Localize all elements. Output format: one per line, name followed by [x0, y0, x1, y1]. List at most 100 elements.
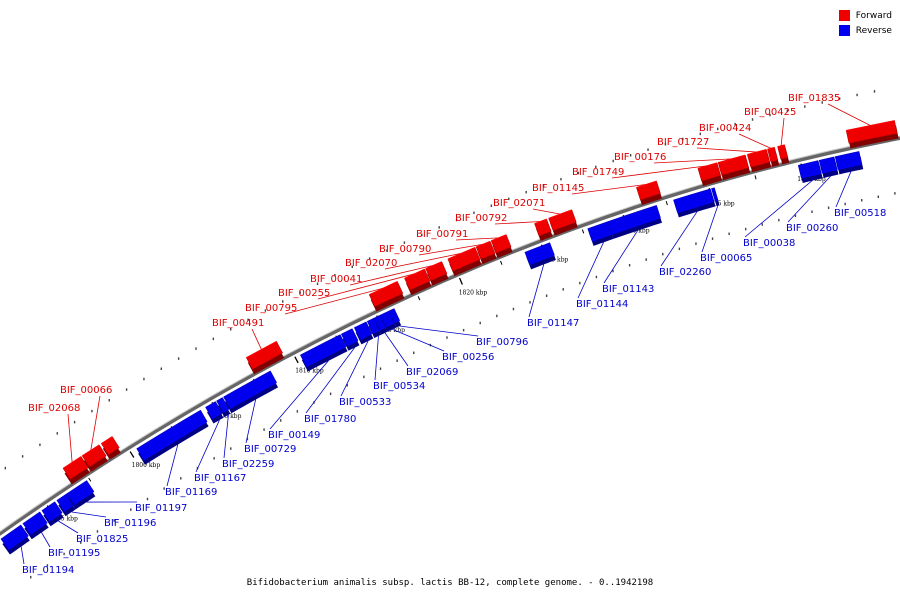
gene-bif-01169[interactable]	[136, 409, 209, 465]
guide-dot	[446, 336, 448, 339]
guide-dot	[827, 206, 830, 210]
gene-bif-01143[interactable]	[607, 204, 662, 239]
gene-label: BIF_00066	[60, 385, 112, 396]
gene-label: BIF_00795	[245, 303, 297, 314]
gene-bif-01167[interactable]	[205, 401, 224, 424]
leader-line	[384, 332, 409, 367]
gene-bif-01749[interactable]	[697, 162, 723, 186]
gene-label: BIF_00491	[212, 318, 264, 329]
guide-dot	[682, 137, 684, 141]
leader-line	[349, 264, 434, 286]
gene-bif-00491[interactable]	[246, 340, 285, 375]
leader-line	[528, 264, 545, 318]
gene-bif-00790[interactable]	[475, 240, 497, 265]
gene-bif-02260[interactable]	[673, 188, 716, 218]
gene-bif-00729[interactable]	[223, 370, 279, 414]
leader-line	[494, 221, 541, 225]
gene-bif-00792[interactable]	[534, 218, 553, 241]
guide-dot	[296, 410, 299, 413]
leader-line	[603, 230, 639, 284]
guide-dot	[479, 321, 481, 325]
leader-line	[532, 208, 561, 215]
leader-line	[20, 546, 25, 565]
gene-bif-00176[interactable]	[717, 154, 751, 181]
gene-bif-00425[interactable]	[777, 144, 790, 165]
leader-line	[384, 252, 462, 270]
gene-bif-00066[interactable]	[81, 444, 108, 472]
leader-line	[653, 158, 732, 164]
leader-line	[223, 414, 229, 459]
gene-label: BIF_00792	[455, 213, 507, 224]
gene-bif-00791[interactable]	[490, 234, 513, 258]
guide-dot	[678, 247, 681, 251]
guide-dot	[247, 318, 249, 322]
gene-bif-01825[interactable]	[41, 501, 64, 527]
minor-tick	[754, 175, 757, 180]
gene-bif-00149[interactable]	[299, 334, 348, 372]
gene-bif-01194[interactable]	[0, 524, 30, 555]
gene-label: BIF_01167	[194, 473, 246, 484]
gene-bif-00260[interactable]	[818, 156, 839, 178]
gene-bif-02259[interactable]	[216, 397, 231, 418]
gene-label: BIF_00424	[699, 123, 751, 134]
gene-bif-01147[interactable]	[524, 242, 556, 270]
guide-dot	[299, 291, 301, 294]
guide-dot	[96, 530, 99, 533]
gene-bif-00533[interactable]	[353, 321, 374, 345]
gene-bif-01144[interactable]	[587, 221, 614, 246]
leader-line	[738, 133, 772, 149]
guide-dot	[4, 466, 7, 470]
gene-bif-00796[interactable]	[388, 308, 402, 328]
leader-line	[374, 335, 379, 381]
gene-label: BIF_02071	[493, 198, 545, 209]
tick-label: 1805 kbp	[213, 413, 242, 420]
gene-extra-forward[interactable]	[100, 436, 121, 460]
gene-label: BIF_01825	[76, 534, 128, 545]
leader-line	[305, 347, 356, 414]
guide-dot	[246, 437, 249, 441]
leader-line	[195, 419, 220, 473]
gene-bif-02071[interactable]	[548, 209, 578, 236]
leader-line	[71, 511, 107, 518]
gene-label: BIF_00425	[744, 107, 796, 118]
leader-line	[611, 165, 708, 179]
gene-label: BIF_00534	[373, 381, 425, 392]
gene-bif-00424[interactable]	[767, 146, 780, 167]
guide-dot	[525, 190, 527, 194]
guide-dot	[856, 93, 858, 97]
leader-line	[660, 211, 698, 267]
gene-bif-01727[interactable]	[747, 148, 772, 173]
guide-dot	[751, 118, 754, 121]
gene-label: BIF_00038	[743, 238, 795, 249]
guide-dot	[368, 257, 371, 260]
guide-dot	[645, 258, 647, 261]
gene-bif-02070[interactable]	[447, 247, 482, 277]
gene-bif-01197[interactable]	[66, 480, 96, 510]
guide-dot	[595, 275, 598, 279]
gene-bif-01835[interactable]	[845, 120, 899, 149]
guide-dot	[146, 497, 149, 501]
gene-label: BIF_01194	[22, 565, 74, 576]
guide-dot	[130, 508, 132, 511]
guide-dot	[612, 159, 614, 163]
guide-dot	[143, 377, 145, 381]
gene-bif-01145[interactable]	[636, 180, 662, 206]
gene-bif-00518[interactable]	[834, 151, 864, 175]
guide-dot	[745, 227, 747, 231]
gene-bif-00255[interactable]	[404, 268, 432, 296]
guide-dot	[282, 300, 284, 303]
gene-bif-00038[interactable]	[797, 160, 823, 183]
guide-dot	[421, 233, 423, 237]
gene-bif-00795[interactable]	[368, 281, 405, 312]
guide-dot	[804, 105, 806, 108]
gene-bif-01195[interactable]	[22, 511, 49, 540]
leader-line	[67, 413, 73, 463]
guide-dot	[695, 242, 697, 245]
guide-dot	[56, 432, 58, 435]
minor-tick	[500, 260, 503, 265]
gene-label: BIF_00176	[614, 152, 666, 163]
gene-bif-01780[interactable]	[340, 328, 360, 351]
gene-bif-00065[interactable]	[711, 187, 720, 207]
gene-bif-00041[interactable]	[425, 261, 449, 286]
